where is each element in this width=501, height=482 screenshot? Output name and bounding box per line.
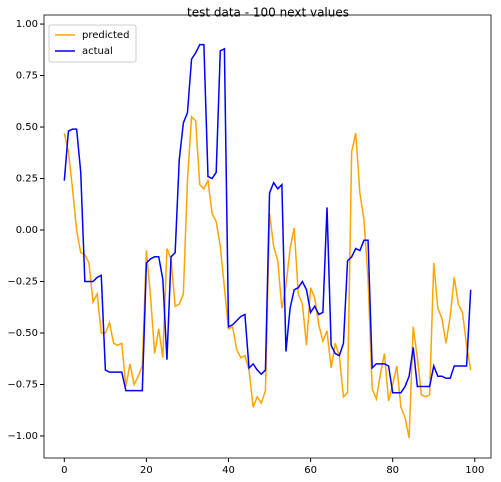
legend-label: actual [82, 46, 113, 57]
legend-label: predicted [82, 30, 129, 41]
y-tick-label: −0.75 [7, 379, 38, 390]
x-tick-label: 100 [465, 465, 484, 476]
chart-title: test data - 100 next values [187, 6, 349, 20]
x-tick-label: 0 [61, 465, 67, 476]
y-tick-label: 0.00 [16, 225, 38, 236]
x-tick-label: 20 [140, 465, 153, 476]
y-tick-label: 0.25 [16, 174, 38, 185]
x-tick-label: 80 [386, 465, 399, 476]
x-tick-label: 60 [304, 465, 317, 476]
y-tick-label: 0.75 [16, 71, 38, 82]
y-tick-label: −1.00 [7, 431, 38, 442]
series-line [63, 43, 472, 394]
x-tick-label: 40 [222, 465, 235, 476]
y-tick-label: 0.50 [16, 122, 38, 133]
y-tick-label: 1.00 [16, 19, 38, 30]
plot-frame [43, 14, 492, 459]
y-tick-label: −0.50 [7, 328, 38, 339]
y-tick-label: −0.25 [7, 277, 38, 288]
